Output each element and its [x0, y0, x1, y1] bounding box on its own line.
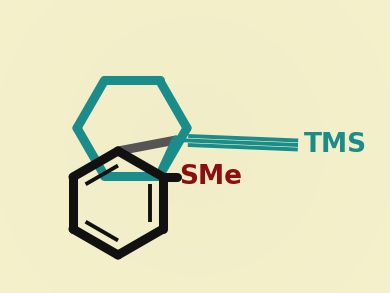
Circle shape	[190, 140, 200, 151]
Circle shape	[27, 0, 363, 293]
Circle shape	[161, 113, 229, 180]
Circle shape	[33, 0, 357, 293]
Circle shape	[156, 107, 234, 185]
Circle shape	[100, 51, 290, 241]
Circle shape	[38, 0, 352, 293]
Circle shape	[50, 1, 340, 292]
Circle shape	[128, 79, 262, 213]
Circle shape	[122, 73, 268, 219]
Circle shape	[21, 0, 369, 293]
Circle shape	[11, 0, 379, 293]
Circle shape	[44, 0, 346, 293]
Circle shape	[173, 124, 217, 168]
Circle shape	[83, 34, 307, 258]
Circle shape	[133, 84, 257, 207]
Circle shape	[16, 0, 374, 293]
Circle shape	[66, 17, 324, 275]
Circle shape	[139, 90, 251, 202]
Circle shape	[94, 45, 296, 247]
Text: SMe: SMe	[179, 164, 242, 190]
Circle shape	[55, 6, 335, 286]
Circle shape	[72, 23, 318, 269]
Circle shape	[5, 0, 385, 293]
Circle shape	[78, 28, 312, 263]
Circle shape	[167, 118, 223, 174]
Circle shape	[61, 12, 329, 280]
Circle shape	[111, 62, 279, 230]
Circle shape	[89, 40, 301, 252]
Text: TMS: TMS	[304, 132, 367, 158]
Circle shape	[150, 101, 240, 191]
Circle shape	[145, 96, 245, 196]
Circle shape	[106, 57, 284, 236]
Circle shape	[178, 129, 212, 163]
Circle shape	[117, 68, 273, 224]
Circle shape	[184, 135, 206, 157]
